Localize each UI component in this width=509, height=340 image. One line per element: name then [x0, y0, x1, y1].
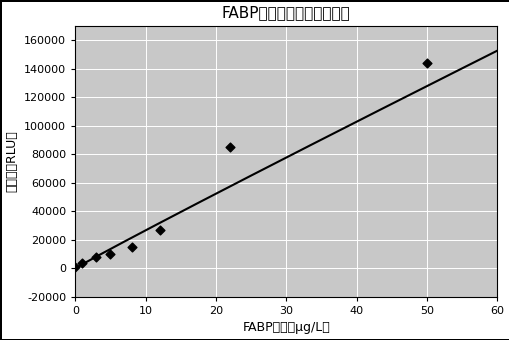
Point: [422, 60, 430, 66]
Y-axis label: 发光値（RLU）: 发光値（RLU）: [6, 131, 18, 192]
Title: FABP浓度和发光値间的关系: FABP浓度和发光値间的关系: [221, 5, 350, 20]
Point: [92, 254, 100, 260]
Point: [225, 144, 234, 150]
Point: [71, 264, 79, 270]
Point: [127, 244, 135, 250]
Point: [155, 227, 163, 233]
Point: [78, 260, 86, 265]
X-axis label: FABP浓度（μg/L）: FABP浓度（μg/L）: [242, 321, 330, 335]
Point: [106, 251, 115, 257]
